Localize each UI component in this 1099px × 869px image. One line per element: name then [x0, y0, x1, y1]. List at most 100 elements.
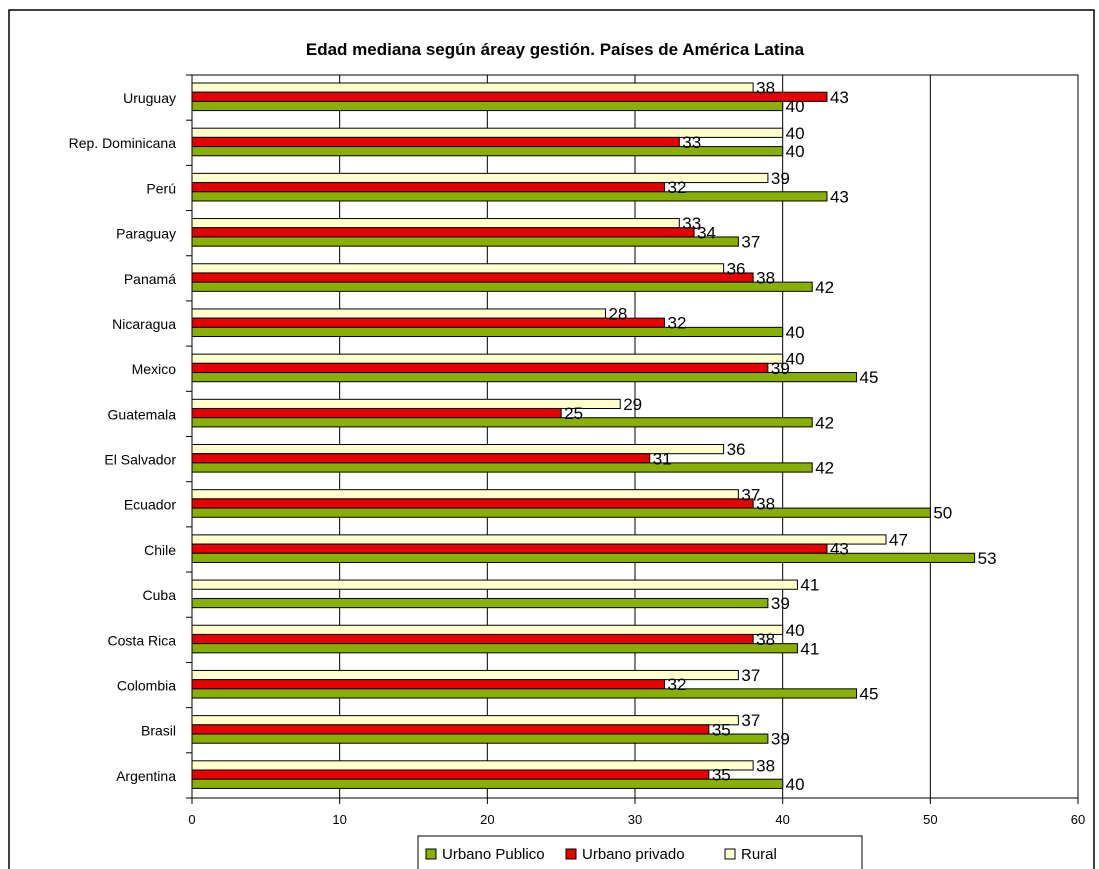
- bar: [191, 444, 725, 455]
- data-label: 39: [771, 169, 790, 188]
- tick-label-x: 40: [775, 812, 789, 827]
- tick-label-x: 20: [480, 812, 494, 827]
- data-label: 32: [668, 675, 687, 694]
- data-label: 36: [727, 259, 746, 278]
- bar: [191, 362, 769, 374]
- category-label: Cuba: [143, 587, 177, 603]
- data-label: 38: [756, 494, 775, 513]
- bar: [191, 552, 976, 563]
- data-label: 32: [668, 314, 687, 333]
- category-label: Panamá: [124, 271, 176, 287]
- bars-layer: [191, 82, 976, 789]
- category-label: Guatemala: [108, 406, 177, 422]
- bar: [191, 136, 680, 148]
- legend-label: Urbano Publico: [442, 846, 545, 863]
- category-label: Costa Rica: [108, 632, 177, 648]
- bar: [191, 417, 813, 428]
- data-label: 25: [564, 404, 583, 423]
- bar: [191, 733, 769, 744]
- bar: [191, 372, 857, 383]
- category-label: El Salvador: [104, 452, 176, 468]
- data-label: 38: [756, 630, 775, 649]
- category-label: Paraguay: [116, 226, 176, 242]
- category-label: Chile: [144, 542, 176, 558]
- data-label: 29: [623, 395, 642, 414]
- bar: [191, 724, 710, 735]
- category-label: Colombia: [117, 677, 176, 693]
- data-label: 42: [815, 278, 834, 297]
- data-label: 33: [682, 133, 701, 152]
- data-label: 40: [786, 97, 805, 116]
- legend-label: Rural: [741, 846, 777, 863]
- legend-swatch: [565, 848, 577, 860]
- tick-label-x: 30: [628, 812, 642, 827]
- data-label: 28: [608, 305, 627, 324]
- category-label: Brasil: [141, 723, 176, 739]
- bar: [191, 453, 651, 464]
- bar: [191, 498, 754, 509]
- bar: [191, 218, 680, 229]
- data-label: 40: [786, 124, 805, 143]
- bar: [191, 227, 695, 238]
- bar: [191, 462, 813, 473]
- data-label: 34: [697, 223, 716, 242]
- data-label: 47: [889, 530, 908, 549]
- bar: [191, 317, 666, 328]
- data-label: 42: [815, 459, 834, 478]
- bar: [191, 353, 784, 364]
- category-label: Argentina: [116, 768, 176, 784]
- data-label: 35: [712, 766, 731, 785]
- bar: [191, 778, 784, 789]
- bar: [191, 633, 754, 645]
- data-label: 42: [815, 413, 834, 432]
- category-label: Rep. Dominicana: [69, 135, 177, 151]
- bar: [191, 263, 725, 274]
- bar: [191, 82, 754, 93]
- data-label: 35: [712, 720, 731, 739]
- bar: [191, 91, 828, 102]
- bar: [191, 236, 739, 247]
- data-label: 37: [741, 666, 760, 685]
- bar: [191, 624, 784, 635]
- bar: [191, 669, 739, 681]
- data-label: 40: [786, 142, 805, 161]
- bar: [191, 191, 828, 202]
- data-label: 53: [978, 549, 997, 568]
- data-label: 36: [727, 440, 746, 459]
- category-label: Uruguay: [123, 90, 176, 106]
- bar: [191, 543, 828, 554]
- bar: [191, 272, 754, 283]
- bar: [191, 507, 931, 518]
- bar: [191, 769, 710, 780]
- data-label: 41: [800, 639, 819, 658]
- data-label: 50: [933, 504, 952, 523]
- data-label: 43: [830, 540, 849, 559]
- data-label: 31: [653, 449, 672, 468]
- data-label: 39: [771, 594, 790, 613]
- data-label: 43: [830, 88, 849, 107]
- data-label: 43: [830, 187, 849, 206]
- tick-label-x: 50: [923, 812, 937, 827]
- tick-label-x: 10: [332, 812, 346, 827]
- axis-layer: 0 10 20 30 40 50 60 Uruguay Rep. Dominicana Perú P…: [69, 74, 1085, 827]
- data-label: 45: [860, 684, 879, 703]
- bar: [191, 579, 798, 590]
- bar: [191, 760, 754, 771]
- data-label: 38: [756, 269, 775, 288]
- legend-label: Urbano privado: [582, 846, 685, 863]
- bar: [191, 281, 813, 292]
- bar: [191, 643, 798, 654]
- bar: [191, 597, 769, 609]
- category-label: Nicaragua: [112, 316, 176, 332]
- tick-label-x: 0: [188, 812, 195, 827]
- category-label: Mexico: [132, 361, 177, 377]
- data-label: 32: [668, 178, 687, 197]
- data-label: 33: [682, 214, 701, 233]
- legend-swatch: [724, 848, 736, 860]
- bar: [191, 326, 784, 338]
- bar: [191, 688, 857, 699]
- bar: [191, 308, 606, 319]
- data-label: 40: [786, 350, 805, 369]
